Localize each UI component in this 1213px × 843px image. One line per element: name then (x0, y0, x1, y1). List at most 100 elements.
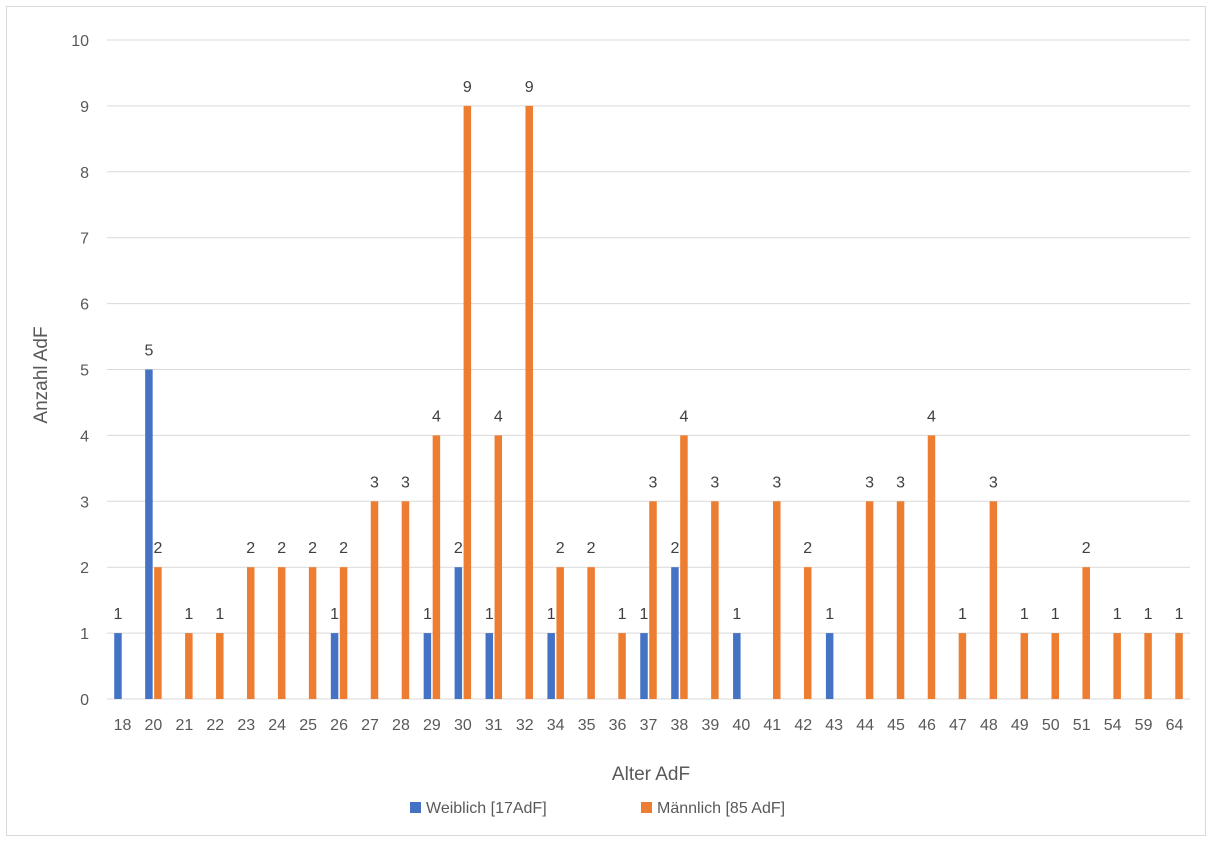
bar-maennlich (897, 501, 905, 699)
x-tick-label: 30 (454, 717, 472, 734)
legend-label: Männlich [85 AdF] (657, 800, 785, 817)
x-tick-label: 64 (1166, 717, 1184, 734)
data-label: 3 (649, 474, 658, 491)
bar-maennlich (1082, 567, 1090, 699)
bar-maennlich (556, 567, 564, 699)
bar-weiblich (733, 633, 741, 699)
data-label: 1 (215, 606, 224, 623)
data-label: 5 (144, 343, 153, 360)
bar-weiblich (114, 633, 122, 699)
x-tick-label: 43 (825, 717, 843, 734)
y-tick-label: 9 (80, 99, 89, 116)
bar-maennlich (464, 106, 472, 699)
x-tick-label: 34 (547, 717, 565, 734)
x-tick-label: 21 (175, 717, 193, 734)
data-label: 4 (494, 408, 503, 425)
y-tick-label: 0 (80, 692, 89, 709)
data-label: 3 (896, 474, 905, 491)
y-axis-title: Anzahl AdF (31, 326, 52, 423)
bar-maennlich (309, 567, 317, 699)
data-label: 1 (114, 606, 123, 623)
legend: Weiblich [17AdF] Männlich [85 AdF] (410, 800, 785, 817)
y-tick-label: 2 (80, 560, 89, 577)
x-tick-label: 27 (361, 717, 379, 734)
x-tick-label: 20 (145, 717, 163, 734)
gridlines (107, 40, 1190, 699)
bar-maennlich (216, 633, 224, 699)
legend-label: Weiblich [17AdF] (426, 800, 547, 817)
y-tick-label: 1 (80, 626, 89, 643)
data-label: 1 (485, 606, 494, 623)
bar-maennlich (371, 501, 379, 699)
bar-maennlich (587, 567, 595, 699)
bar-weiblich (486, 633, 494, 699)
x-tick-label: 45 (887, 717, 905, 734)
bar-weiblich (671, 567, 679, 699)
x-tick-label: 47 (949, 717, 967, 734)
y-tick-label: 5 (80, 363, 89, 380)
bar-maennlich (1021, 633, 1028, 699)
x-tick-label: 50 (1042, 717, 1060, 734)
bar-maennlich (1113, 633, 1121, 699)
x-tick-label: 38 (671, 717, 689, 734)
legend-swatch (641, 802, 652, 813)
x-tick-label: 32 (516, 717, 534, 734)
x-tick-label: 35 (578, 717, 596, 734)
bar-maennlich (680, 435, 688, 699)
x-axis-ticks: 18 20 21 22 23 24 25 26 27 28 29 30 31 32 34 35 36 37 38 39… (114, 717, 1184, 734)
x-tick-label: 51 (1073, 717, 1091, 734)
data-label: 2 (308, 540, 317, 557)
y-axis-ticks: 0 1 2 3 4 5 6 7 8 9 10 (71, 33, 89, 709)
data-label: 2 (803, 540, 812, 557)
legend-swatch (410, 802, 421, 813)
data-label: 3 (710, 474, 719, 491)
bar-maennlich (618, 633, 626, 699)
bar-maennlich (866, 501, 874, 699)
bar-maennlich (340, 567, 348, 699)
y-tick-label: 6 (80, 297, 89, 314)
bar-maennlich (1052, 633, 1060, 699)
data-label: 4 (679, 408, 688, 425)
data-label: 1 (423, 606, 432, 623)
data-label: 4 (432, 408, 441, 425)
data-label: 2 (153, 540, 162, 557)
bar-maennlich (1175, 633, 1183, 699)
x-tick-label: 18 (114, 717, 132, 734)
bar-maennlich (804, 567, 812, 699)
bar-maennlich (711, 501, 719, 699)
bar-maennlich (773, 501, 781, 699)
data-label: 1 (958, 606, 967, 623)
data-label: 2 (670, 540, 679, 557)
bar-weiblich (547, 633, 555, 699)
data-label: 2 (277, 540, 286, 557)
x-tick-label: 46 (918, 717, 936, 734)
data-label: 3 (989, 474, 998, 491)
x-tick-label: 40 (732, 717, 750, 734)
x-tick-label: 59 (1135, 717, 1153, 734)
x-tick-label: 49 (1011, 717, 1029, 734)
data-label: 1 (547, 606, 556, 623)
data-label: 1 (330, 606, 339, 623)
x-tick-label: 39 (701, 717, 719, 734)
data-label: 9 (463, 79, 472, 96)
bar-maennlich (154, 567, 162, 699)
x-tick-label: 22 (206, 717, 224, 734)
x-tick-label: 26 (330, 717, 348, 734)
x-tick-label: 31 (485, 717, 503, 734)
data-label: 1 (732, 606, 741, 623)
x-tick-label: 54 (1104, 717, 1122, 734)
data-label: 1 (825, 606, 834, 623)
x-tick-label: 28 (392, 717, 410, 734)
x-tick-label: 44 (856, 717, 874, 734)
data-label: 1 (1051, 606, 1060, 623)
bar-weiblich (145, 370, 153, 700)
data-label: 2 (339, 540, 348, 557)
x-tick-label: 29 (423, 717, 441, 734)
data-label: 1 (1175, 606, 1184, 623)
data-label: 9 (525, 79, 534, 96)
data-label: 3 (370, 474, 379, 491)
bar-maennlich (185, 633, 193, 699)
data-label: 2 (454, 540, 463, 557)
